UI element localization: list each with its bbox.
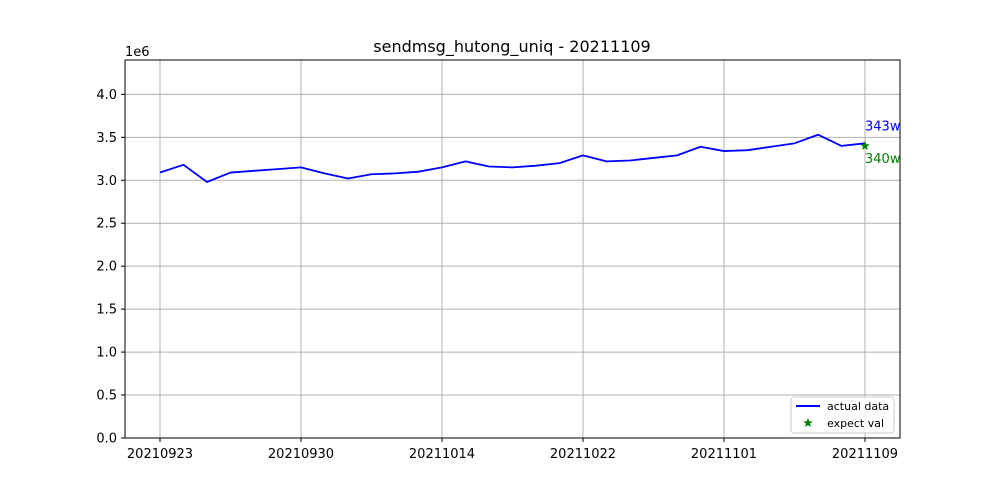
- y-tick-label: 0.0: [96, 432, 117, 447]
- chart-title: sendmsg_hutong_uniq - 20211109: [373, 37, 650, 57]
- y-tick-label: 4.0: [96, 88, 117, 103]
- series-actual-data-line: [159, 133, 866, 183]
- annotation-actual-value: 343w: [865, 119, 901, 134]
- y-axis: 0.0 0.5 1.0 1.5 2.0 2.5 3.0 3.5 4.0: [96, 88, 125, 447]
- y-tick-label: 2.5: [96, 217, 117, 232]
- legend: actual data expect val: [790, 396, 895, 434]
- legend-actual-label: actual data: [827, 400, 889, 413]
- x-tick-label: 20211014: [409, 447, 475, 462]
- y-tick-label: 1.0: [96, 346, 117, 361]
- y-tick-label: 3.5: [96, 131, 117, 146]
- grid-lines: [125, 60, 900, 439]
- y-tick-label: 0.5: [96, 389, 117, 404]
- x-tick-label: 20211109: [832, 447, 898, 462]
- legend-expect-label: expect val: [827, 417, 884, 430]
- y-tick-label: 1.5: [96, 303, 117, 318]
- y-tick-label: 3.0: [96, 174, 117, 189]
- x-tick-label: 20211101: [691, 447, 757, 462]
- x-tick-label: 20210923: [127, 447, 193, 462]
- y-multiplier-label: 1e6: [125, 45, 150, 60]
- annotation-expect-value: 340w: [865, 152, 901, 167]
- expect-val-point: [860, 140, 870, 150]
- series-layer: [159, 133, 870, 183]
- legend-expect-star: [803, 418, 813, 428]
- x-axis: 20210923 20210930 20211014 20211022 20211101…: [127, 438, 898, 462]
- x-tick-label: 20210930: [268, 447, 334, 462]
- x-tick-label: 20211022: [550, 447, 616, 462]
- y-tick-label: 2.0: [96, 260, 117, 275]
- plot-frame: [124, 59, 901, 439]
